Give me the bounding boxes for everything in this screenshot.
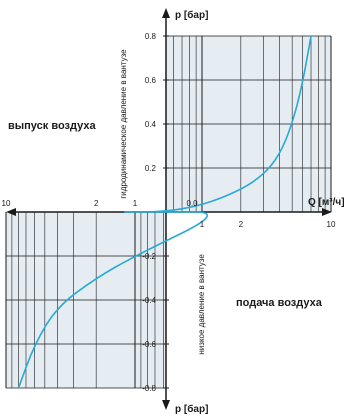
- grid: [5, 35, 332, 389]
- x-tick-label: 10: [327, 220, 336, 229]
- right-annotation: подача воздуха: [236, 297, 322, 309]
- x-axis-arrow-right: [322, 208, 332, 216]
- curves: [17, 35, 312, 389]
- y-tick-label: -0.2: [142, 252, 156, 261]
- x-axis-label: Q [м³/ч]: [308, 197, 344, 208]
- y-tick-label: -0.6: [142, 340, 156, 349]
- y-axis-arrow-down: [162, 400, 170, 410]
- y-positive-side-label: гидродинамическое давление в вантузе: [119, 49, 128, 199]
- origin-value-label: 0.0: [186, 199, 198, 208]
- y-tick-label: -0.4: [142, 296, 156, 305]
- y-tick-label: 0.4: [145, 120, 157, 129]
- x-tick-label: 10: [2, 199, 11, 208]
- labels: 0.8 0.6 0.4 0.2 -0.2 -0.4 -0.6 -0.8 1 2 10 10 1 2 0.0 Q…: [2, 9, 344, 415]
- x-tick-label: 2: [239, 220, 244, 229]
- x-axis-arrow-left: [6, 208, 16, 216]
- y-axis-label-bottom: p [бар]: [175, 403, 208, 415]
- ticks: [163, 35, 169, 389]
- y-tick-label: 0.2: [145, 164, 157, 173]
- y-tick-label: 0.6: [145, 76, 157, 85]
- curve-air-release: [124, 35, 312, 213]
- y-tick-label: -0.8: [142, 384, 156, 393]
- curve-air-intake: [17, 211, 209, 389]
- x-tick-label: 1: [200, 220, 205, 229]
- y-axis-label-top: p [бар]: [175, 9, 208, 21]
- y-axis-arrow-up: [162, 8, 170, 18]
- x-tick-label: 2: [94, 199, 99, 208]
- y-tick-label: 0.8: [145, 32, 157, 41]
- x-tick-label: 1: [133, 199, 138, 208]
- left-annotation: выпуск воздуха: [8, 120, 96, 132]
- y-negative-side-label: низкое давление в вантузе: [197, 254, 206, 355]
